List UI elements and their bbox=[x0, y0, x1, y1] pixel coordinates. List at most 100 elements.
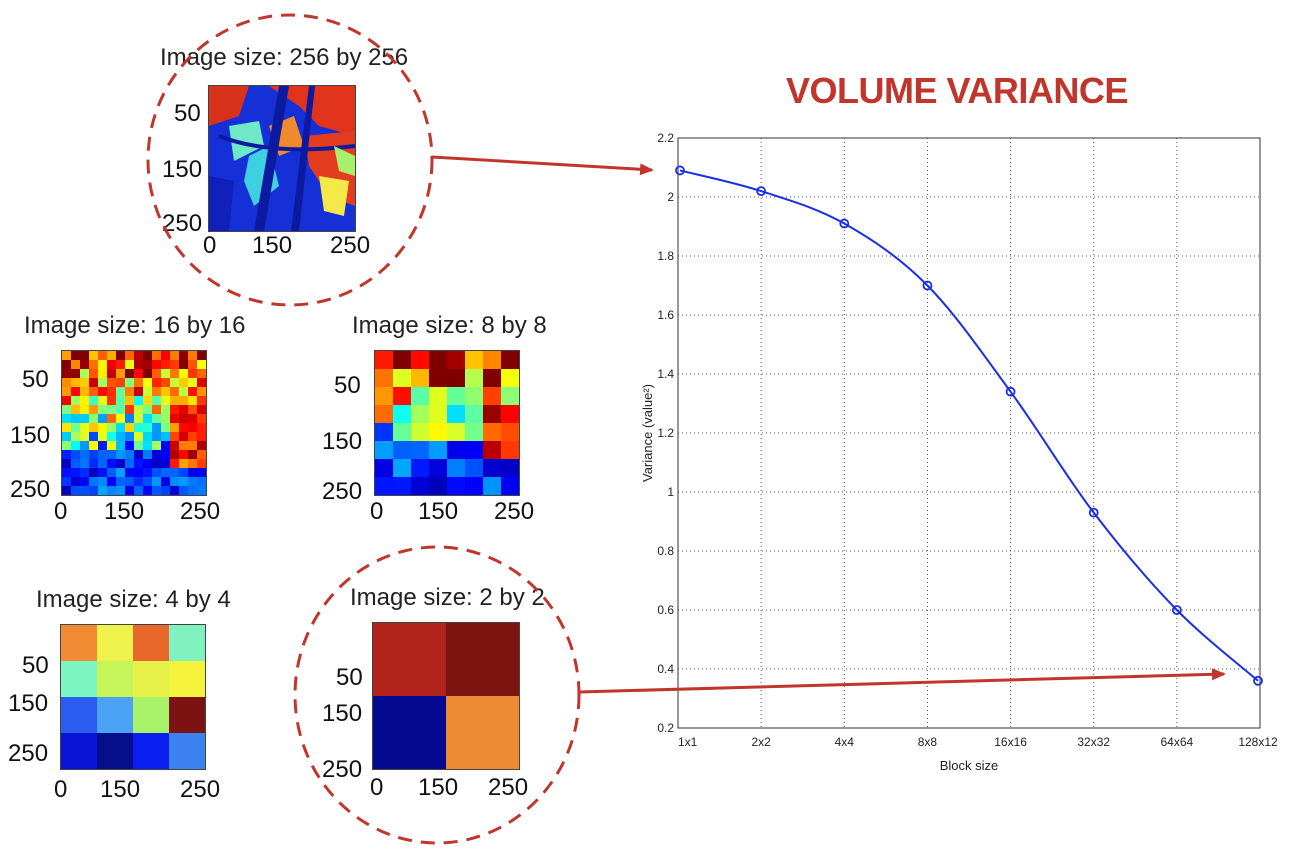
image-cell bbox=[89, 405, 98, 414]
image-cell bbox=[125, 423, 134, 432]
image-cell bbox=[170, 477, 179, 486]
image-cell bbox=[71, 450, 80, 459]
image-cell bbox=[89, 477, 98, 486]
image-cell bbox=[152, 477, 161, 486]
image-cell bbox=[62, 423, 71, 432]
image-cell bbox=[134, 369, 143, 378]
image-cell bbox=[134, 441, 143, 450]
image-cell bbox=[71, 423, 80, 432]
image-cell bbox=[393, 459, 411, 477]
image-cell bbox=[134, 477, 143, 486]
image-cell bbox=[465, 351, 483, 369]
image-cell bbox=[465, 441, 483, 459]
image-cell bbox=[71, 405, 80, 414]
chart-grid bbox=[678, 137, 1260, 729]
image-cell bbox=[179, 405, 188, 414]
image-cell bbox=[62, 468, 71, 477]
image-cell bbox=[188, 477, 197, 486]
image-cell bbox=[80, 450, 89, 459]
image-cell bbox=[62, 477, 71, 486]
image-cell bbox=[71, 459, 80, 468]
image-cell bbox=[116, 459, 125, 468]
image-cell bbox=[188, 378, 197, 387]
image-cell bbox=[429, 459, 447, 477]
image-cell bbox=[143, 477, 152, 486]
image-cell bbox=[143, 378, 152, 387]
image-cell bbox=[116, 396, 125, 405]
image-cell bbox=[143, 387, 152, 396]
image-cell bbox=[116, 369, 125, 378]
image-cell bbox=[116, 450, 125, 459]
image-cell bbox=[80, 369, 89, 378]
image-cell bbox=[116, 486, 125, 495]
image-cell bbox=[98, 477, 107, 486]
image-cell bbox=[98, 423, 107, 432]
image-cell bbox=[97, 697, 133, 733]
image-cell bbox=[411, 423, 429, 441]
image-cell bbox=[97, 733, 133, 769]
image-cell bbox=[152, 468, 161, 477]
image-cell bbox=[80, 423, 89, 432]
image-cell bbox=[429, 405, 447, 423]
image-cell bbox=[134, 486, 143, 495]
image-cell bbox=[143, 468, 152, 477]
image-cell bbox=[161, 477, 170, 486]
x-tick: 0 bbox=[54, 498, 68, 525]
image-cell bbox=[179, 387, 188, 396]
image-cell bbox=[161, 423, 170, 432]
image-cell bbox=[107, 423, 116, 432]
image-cell bbox=[179, 423, 188, 432]
image-cell bbox=[125, 477, 134, 486]
image-cell bbox=[375, 477, 393, 495]
image-cell bbox=[170, 405, 179, 414]
image-cell bbox=[134, 414, 143, 423]
image-cell bbox=[188, 369, 197, 378]
image-cell bbox=[169, 697, 205, 733]
image-cell bbox=[429, 387, 447, 405]
x-tick-label: 64x64 bbox=[1161, 735, 1194, 749]
image-cell bbox=[197, 423, 206, 432]
image-cell bbox=[134, 387, 143, 396]
image-cell bbox=[98, 360, 107, 369]
image-cell bbox=[161, 432, 170, 441]
image-cell bbox=[411, 459, 429, 477]
series-line bbox=[679, 169, 1259, 682]
image-cell bbox=[107, 351, 116, 360]
image-cell bbox=[62, 360, 71, 369]
image-cell bbox=[169, 733, 205, 769]
image-cell bbox=[161, 468, 170, 477]
image-cell bbox=[89, 369, 98, 378]
series-variance bbox=[675, 165, 1263, 686]
image-cell bbox=[375, 459, 393, 477]
image-cell bbox=[411, 369, 429, 387]
image-cell bbox=[179, 441, 188, 450]
image-cell bbox=[62, 378, 71, 387]
image-cell bbox=[411, 441, 429, 459]
y-tick-label: 0.4 bbox=[657, 662, 674, 676]
image-cell bbox=[152, 441, 161, 450]
image-cell bbox=[61, 697, 97, 733]
image-cell bbox=[169, 661, 205, 697]
image-cell bbox=[447, 477, 465, 495]
y-tick: 250 bbox=[322, 478, 363, 505]
y-tick-label: 0.8 bbox=[657, 544, 674, 558]
image-cell bbox=[152, 369, 161, 378]
y-tick: 150 bbox=[322, 428, 363, 455]
image-cell bbox=[71, 414, 80, 423]
image-cell bbox=[465, 459, 483, 477]
image-cell bbox=[98, 396, 107, 405]
image-cell bbox=[161, 378, 170, 387]
image-cell bbox=[152, 387, 161, 396]
image-cell bbox=[411, 387, 429, 405]
data-point bbox=[839, 218, 850, 229]
data-point bbox=[922, 280, 933, 291]
image-cell bbox=[501, 369, 519, 387]
image-cell bbox=[188, 423, 197, 432]
image-cell bbox=[134, 360, 143, 369]
image-16 bbox=[61, 350, 207, 496]
image-cell bbox=[97, 661, 133, 697]
image-cell bbox=[133, 733, 169, 769]
image-cell bbox=[375, 369, 393, 387]
image-cell bbox=[143, 432, 152, 441]
